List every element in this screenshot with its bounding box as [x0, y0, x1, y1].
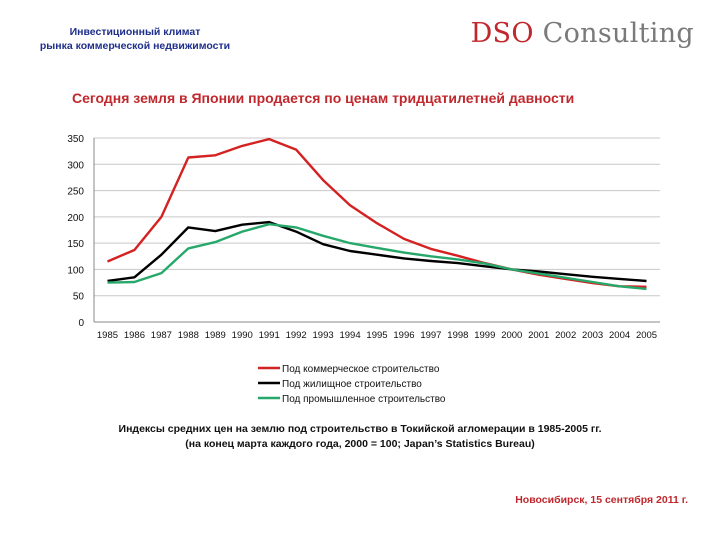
- x-tick-label: 1997: [420, 330, 441, 341]
- header-line-2: рынка коммерческой недвижимости: [39, 40, 231, 52]
- x-tick-label: 2000: [501, 330, 522, 341]
- y-tick-label: 150: [67, 239, 84, 250]
- caption-line-2: (на конец марта каждого года, 2000 = 100…: [185, 438, 535, 450]
- x-tick-label: 1992: [286, 330, 307, 341]
- x-tick-label: 1989: [205, 330, 226, 341]
- y-tick-label: 0: [78, 318, 84, 329]
- x-tick-label: 2005: [636, 330, 657, 341]
- footer-date: Новосибирск, 15 сентября 2011 г.: [515, 494, 688, 506]
- brand-suffix: Consulting: [542, 18, 694, 49]
- series-line: [107, 220, 647, 283]
- legend-label: Под жилищное строительство: [282, 379, 422, 390]
- x-tick-label: 1990: [232, 330, 253, 341]
- header-subtitle: Инвестиционный климат рынка коммерческой…: [20, 25, 250, 53]
- y-tick-label: 300: [67, 160, 84, 171]
- x-tick-label: 1995: [366, 330, 387, 341]
- y-tick-label: 50: [73, 292, 85, 303]
- x-tick-label: 1998: [447, 330, 468, 341]
- x-tick-label: 2001: [528, 330, 549, 341]
- x-tick-label: 1994: [339, 330, 360, 341]
- series-line: [107, 137, 647, 288]
- line-chart: 0 50 100 150 200 250 300 350 1985 1986 1987 1988 198…: [67, 134, 660, 405]
- brand-prefix: DSO: [470, 18, 534, 49]
- x-tick-label: 1986: [124, 330, 145, 341]
- caption-line-1: Индексы средних цен на землю под строите…: [118, 423, 602, 435]
- x-tick-label: 2002: [555, 330, 576, 341]
- legend-label: Под коммерческое строительство: [282, 364, 440, 375]
- y-tick-label: 250: [67, 187, 84, 198]
- x-tick-label: 1985: [97, 330, 118, 341]
- y-tick-label: 350: [67, 134, 84, 145]
- x-tick-label: 2003: [582, 330, 603, 341]
- x-tick-label: 1993: [313, 330, 334, 341]
- chart-caption: Индексы средних цен на землю под строите…: [0, 422, 720, 452]
- x-tick-label: 1991: [259, 330, 280, 341]
- x-tick-label: 2004: [609, 330, 630, 341]
- x-tick-label: 1988: [178, 330, 199, 341]
- brand-logo: DSO Consulting: [471, 18, 694, 49]
- x-tick-label: 1987: [151, 330, 172, 341]
- y-tick-label: 200: [67, 213, 84, 224]
- header-line-1: Инвестиционный климат: [69, 26, 201, 38]
- y-tick-label: 100: [67, 265, 84, 276]
- legend-label: Под промышленное строительство: [282, 394, 446, 405]
- slide-title: Сегодня земля в Японии продается по цена…: [72, 90, 575, 106]
- x-tick-label: 1996: [393, 330, 414, 341]
- series-line: [107, 222, 647, 291]
- x-tick-label: 1999: [474, 330, 495, 341]
